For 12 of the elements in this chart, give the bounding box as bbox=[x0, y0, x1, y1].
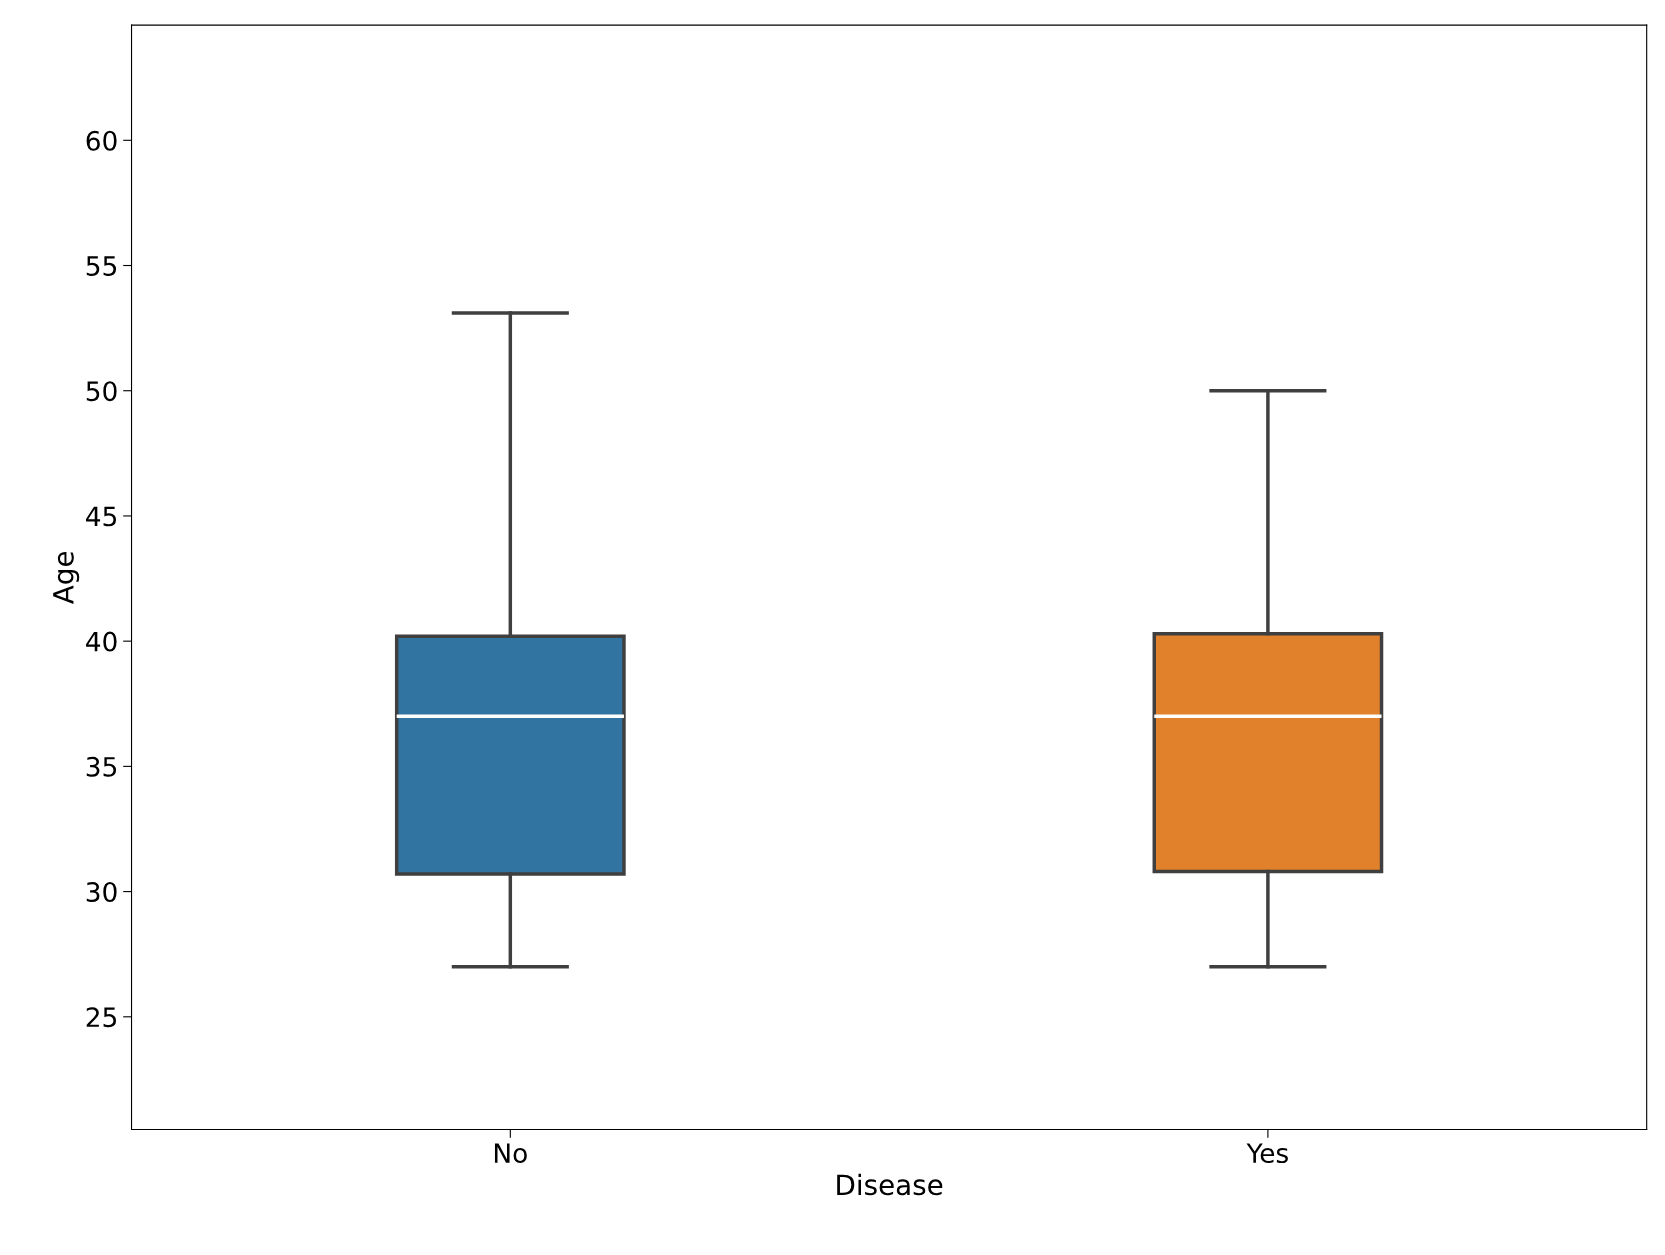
y-tick-label: 55 bbox=[86, 256, 117, 276]
y-tick-label: 40 bbox=[86, 631, 117, 652]
y-tick-label: 25 bbox=[86, 1007, 117, 1028]
y-tick-label: 50 bbox=[86, 381, 117, 402]
y-tick-label: 45 bbox=[86, 506, 117, 527]
x-tick-label: No bbox=[494, 1143, 527, 1164]
x-tick-label: Yes bbox=[1246, 1143, 1288, 1164]
y-tick-label: 60 bbox=[86, 130, 117, 151]
y-tick-label: 35 bbox=[86, 756, 117, 777]
y-axis-title: Age bbox=[53, 551, 80, 604]
x-axis-title: Disease bbox=[837, 1173, 943, 1196]
y-tick-label: 30 bbox=[86, 882, 117, 902]
